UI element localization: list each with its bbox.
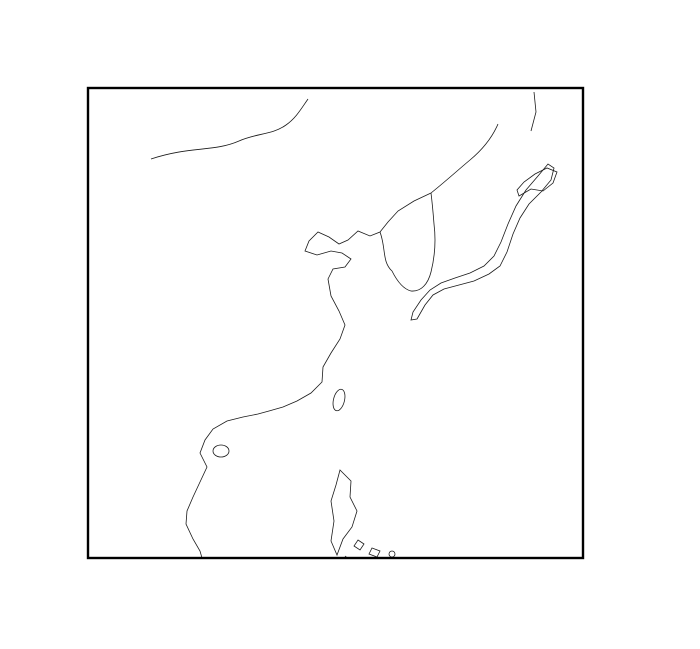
coast-mainland-china xyxy=(185,192,432,558)
coast-luzon xyxy=(330,469,358,557)
coast-small-island xyxy=(388,550,396,558)
coast-korea xyxy=(379,192,436,292)
coast-amur xyxy=(150,98,309,160)
coastlines xyxy=(150,91,558,558)
coast-japan-honshu xyxy=(410,163,555,321)
coast-sakhalin xyxy=(530,91,537,132)
coast-hainan xyxy=(212,444,230,458)
coast-russia-primorye xyxy=(430,123,499,194)
map-frame-border xyxy=(86,86,585,560)
coast-hokkaido xyxy=(516,167,558,197)
coast-taiwan xyxy=(332,388,346,412)
